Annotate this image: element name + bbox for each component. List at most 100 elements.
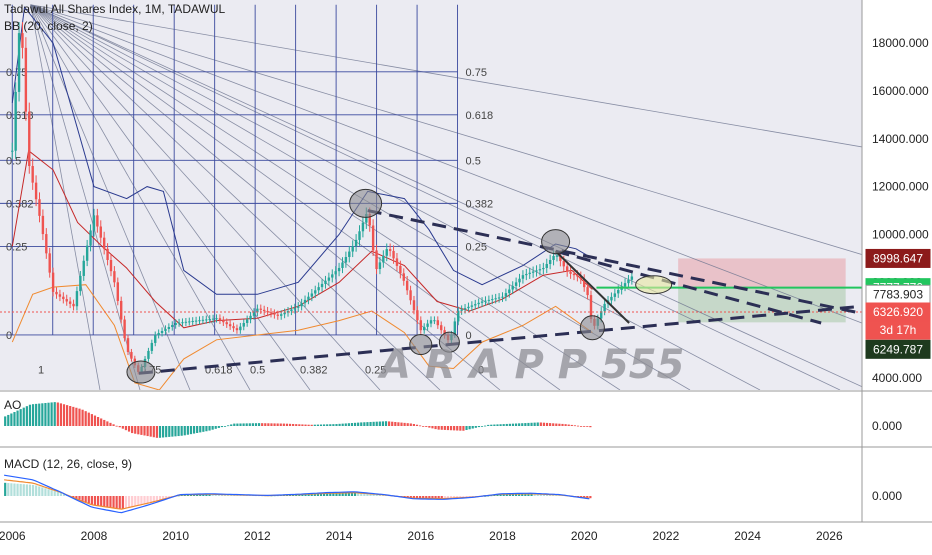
macd-legend[interactable]: MACD (12, 26, close, 9) — [4, 457, 133, 471]
macd-hist-bar — [109, 496, 112, 508]
ao-bar — [90, 414, 93, 426]
macd-hist-bar — [72, 496, 75, 498]
ao-bar — [415, 424, 419, 426]
macd-hist-bar — [38, 486, 41, 496]
candle-body — [252, 312, 256, 316]
ao-bar — [279, 423, 282, 426]
macd-hist-bar — [4, 482, 7, 496]
ao-bar — [273, 423, 276, 426]
ao-bar — [353, 422, 357, 426]
ao-bar — [499, 424, 502, 426]
ao-bar — [295, 424, 298, 426]
candle-body — [123, 319, 126, 339]
macd-hist-bar — [586, 496, 589, 498]
ao-legend[interactable]: AO — [4, 398, 22, 412]
ao-bar — [177, 426, 180, 437]
candle-body — [344, 257, 348, 263]
bb-upper-line — [11, 5, 593, 295]
macd-hist-bar — [514, 494, 518, 496]
ao-bar — [394, 422, 397, 426]
macd-hist-bar — [121, 496, 124, 510]
candle-body — [154, 334, 157, 343]
candle-body — [79, 275, 82, 292]
fib-label: 0.5 — [466, 155, 481, 167]
macd-hist-bar — [81, 496, 84, 501]
macd-hist-bar — [456, 496, 459, 498]
ao-bar — [319, 424, 323, 426]
candle-body — [548, 260, 552, 264]
ao-bar — [456, 426, 459, 431]
candle-body — [314, 290, 317, 294]
ao-bar — [567, 424, 570, 426]
ao-bar — [134, 426, 137, 434]
macd-hist-bar — [143, 496, 146, 505]
candle-body — [351, 246, 354, 252]
candle-body — [525, 273, 528, 276]
symbol-legend[interactable]: Tadawul All Shares Index, 1M, TADAWUL — [4, 2, 226, 16]
candle-body — [307, 296, 310, 300]
ao-bar — [100, 418, 103, 426]
fan-line-3 — [30, 4, 862, 388]
time-tick-label: 2010 — [162, 529, 189, 543]
macd-hist-bar — [360, 493, 363, 496]
price-tick-label: 16000.000 — [872, 84, 929, 98]
ao-bar — [72, 406, 75, 426]
price-tick-label: 10000.000 — [872, 227, 929, 241]
candle-body — [21, 33, 24, 48]
ao-bar — [304, 424, 307, 426]
ao-bar — [493, 424, 496, 426]
candle-body — [480, 301, 484, 303]
ao-bar — [180, 426, 183, 436]
candle-body — [126, 338, 130, 352]
ao-bar — [245, 423, 248, 426]
macd-hist-bar — [579, 496, 583, 498]
candle-body — [392, 250, 395, 259]
macd-hist-bar — [493, 495, 496, 496]
fib-label: 0 — [466, 330, 472, 342]
ao-bar — [496, 424, 499, 426]
ao-bar — [282, 423, 285, 426]
candle-body — [147, 350, 150, 359]
bb-legend[interactable]: BB (20, close, 2) — [4, 19, 93, 33]
ao-bar — [542, 422, 546, 426]
fib-bottom-label: 0.25 — [365, 364, 386, 376]
time-tick-label: 2006 — [0, 529, 26, 543]
candle-body — [99, 226, 102, 238]
ao-bar — [487, 424, 490, 426]
candle-body — [130, 351, 133, 359]
candle-body — [327, 277, 331, 281]
ao-bar — [508, 423, 511, 426]
ao-bar — [350, 423, 354, 426]
ao-bar — [490, 424, 493, 426]
candle-body — [361, 222, 365, 232]
candle-body — [201, 319, 205, 321]
macd-hist-bar — [536, 494, 539, 496]
highlight-ellipse-3 — [438, 331, 460, 353]
ao-bar — [84, 411, 87, 426]
candle-body — [160, 330, 164, 333]
price-label-box — [865, 248, 931, 268]
fib-label-left: 0.25 — [6, 241, 27, 253]
ao-bar — [10, 413, 13, 426]
candle-body — [538, 269, 542, 271]
candle-body — [55, 291, 58, 295]
candle-body — [184, 321, 188, 323]
ao-bar — [579, 426, 583, 427]
candle-body — [565, 266, 569, 272]
macd-hist-bar — [589, 496, 592, 499]
ao-bar — [347, 423, 350, 426]
ao-bar — [211, 426, 214, 430]
candle-body — [508, 289, 511, 294]
macd-hist-bar — [353, 492, 357, 496]
candle-body — [402, 273, 405, 281]
candle-body — [31, 166, 34, 183]
candle-body — [208, 319, 211, 321]
ao-bar — [264, 423, 267, 426]
macd-hist-bar — [344, 492, 347, 496]
macd-hist-bar — [412, 496, 415, 499]
candle-body — [72, 303, 75, 307]
candle-body — [504, 293, 508, 297]
macd-hist-bar — [31, 484, 35, 496]
ao-bar — [227, 425, 230, 427]
